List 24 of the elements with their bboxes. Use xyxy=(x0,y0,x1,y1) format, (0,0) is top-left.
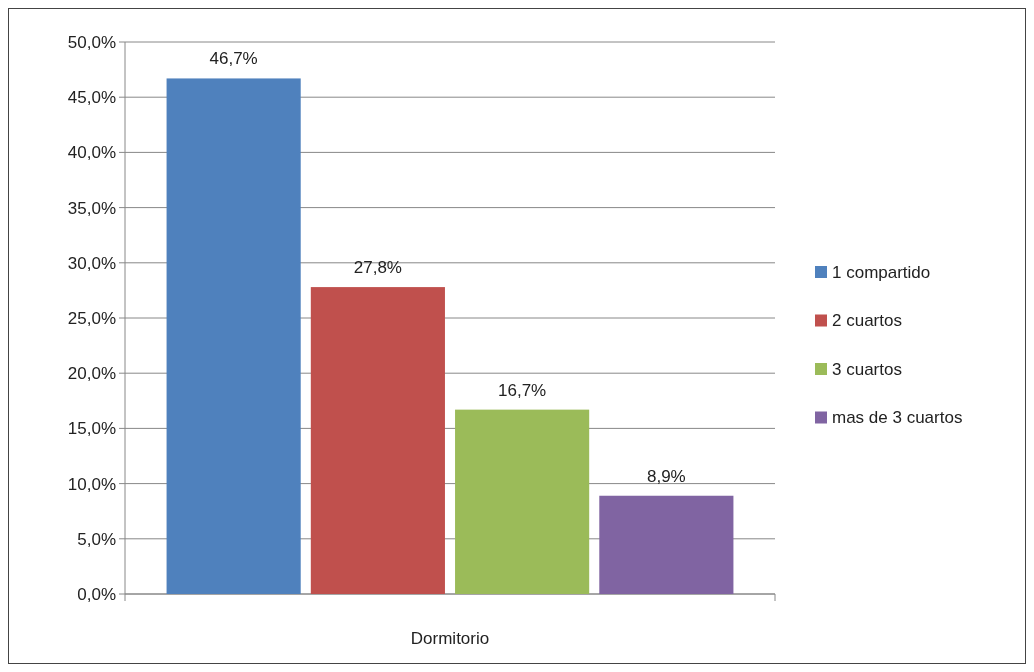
bar xyxy=(455,409,590,594)
y-tick-label: 45,0% xyxy=(67,88,116,108)
y-tick-label: 35,0% xyxy=(67,198,116,218)
data-label: 8,9% xyxy=(646,466,686,486)
data-label: 16,7% xyxy=(498,380,547,400)
data-label: 46,7% xyxy=(209,49,258,69)
data-label: 27,8% xyxy=(353,258,402,278)
y-tick-label: 20,0% xyxy=(67,364,116,384)
y-tick-label: 40,0% xyxy=(67,143,116,163)
y-tick-label: 0,0% xyxy=(77,584,116,604)
x-tick-label: Dormitorio xyxy=(410,629,490,648)
y-tick-label: 10,0% xyxy=(67,474,116,494)
bar xyxy=(166,78,301,594)
bar xyxy=(310,287,445,594)
y-tick-label: 30,0% xyxy=(67,253,116,273)
bar xyxy=(599,495,734,594)
legend-label: 3 cuartos xyxy=(832,359,902,379)
legend-label: mas de 3 cuartos xyxy=(832,408,963,428)
legend-label: 1 compartido xyxy=(832,262,931,282)
legend-label: 2 cuartos xyxy=(832,311,902,331)
y-tick-label: 50,0% xyxy=(67,32,116,52)
y-tick-label: 25,0% xyxy=(67,308,116,328)
y-tick-label: 15,0% xyxy=(67,419,116,439)
y-tick-label: 5,0% xyxy=(77,529,116,549)
